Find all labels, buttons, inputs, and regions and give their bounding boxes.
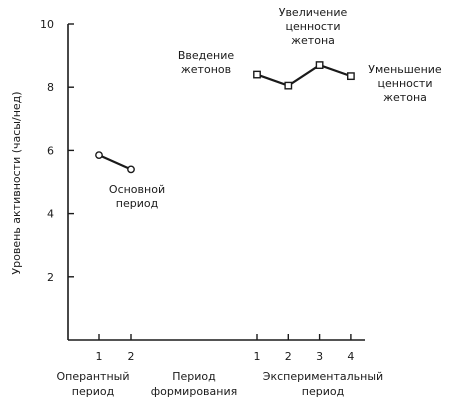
data-point: [284, 81, 293, 90]
y-tick-label: 2: [47, 271, 54, 284]
phase-label: Период формирования: [151, 370, 237, 398]
series-line: [256, 63, 352, 87]
axes: [67, 24, 365, 341]
x-tick-label: 1: [96, 350, 103, 363]
annotations: Основной период Введение жетонов Увеличение ц…: [109, 6, 442, 210]
x-ticks: 1 2 1 2 3 4: [96, 334, 354, 363]
data-point: [347, 72, 355, 81]
series-layer: [95, 61, 355, 174]
x-tick-label: 2: [285, 350, 292, 363]
y-tick-label: 10: [40, 18, 54, 31]
data-point: [253, 70, 261, 79]
annotation-increase: Увеличение ценности жетона: [279, 6, 348, 47]
y-tick-label: 6: [47, 144, 54, 157]
phase-label: Оперантный период: [57, 370, 130, 398]
x-tick-label: 4: [347, 350, 354, 363]
data-point: [95, 151, 103, 160]
x-tick-label: 3: [316, 350, 323, 363]
y-ticks: 2 4 6 8 10: [40, 18, 74, 284]
y-axis-title: Уровень активности (часы/нед): [10, 91, 23, 274]
y-tick-label: 4: [47, 208, 54, 221]
data-point: [315, 61, 324, 69]
x-tick-label: 2: [128, 350, 135, 363]
series-line: [98, 154, 132, 171]
annotation-decrease: Уменьшение ценности жетона: [368, 63, 442, 104]
y-tick-label: 8: [47, 81, 54, 94]
x-tick-label: 1: [254, 350, 261, 363]
data-point: [127, 165, 135, 174]
phase-labels: Оперантный период Период формирования Экспер…: [57, 370, 384, 398]
phase-label: Экспериментальный период: [263, 370, 383, 398]
annotation-intro: Введение жетонов: [178, 49, 235, 76]
annotation-base: Основной период: [109, 183, 165, 210]
